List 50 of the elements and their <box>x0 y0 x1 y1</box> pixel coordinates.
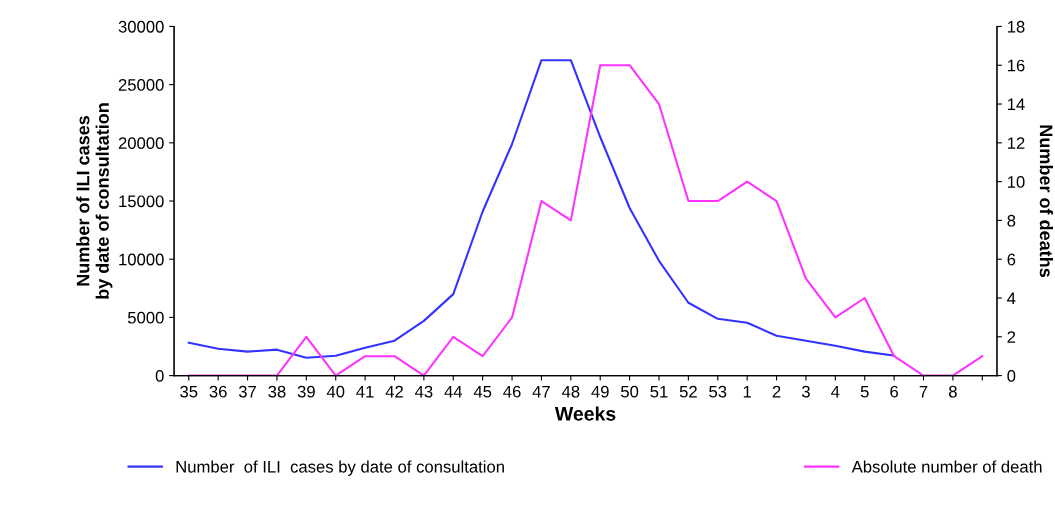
x-tick-label: 49 <box>591 385 609 398</box>
x-tick-label: 37 <box>238 385 256 398</box>
y2-tick-label: 0 <box>1007 369 1016 382</box>
y-tick-label: 15000 <box>119 195 164 208</box>
x-tick-label: 52 <box>679 385 697 398</box>
y2-tick-label: 18 <box>1007 20 1025 33</box>
x-tick-label: 45 <box>473 385 492 398</box>
x-tick-label: 6 <box>890 385 899 398</box>
x-tick-label: 43 <box>415 385 433 398</box>
y-tick-label: 10000 <box>119 253 164 266</box>
x-tick-label: 35 <box>180 385 198 398</box>
y2-tick-label: 8 <box>1007 214 1016 227</box>
x-tick-label: 3 <box>801 385 810 398</box>
x-tick-label: 51 <box>650 385 668 398</box>
x-tick-label: 5 <box>860 385 869 398</box>
x-tick-label: 4 <box>831 385 840 398</box>
legend-label: Number of ILI cases by date of consultation <box>176 460 504 476</box>
y-tick-label: 25000 <box>118 79 164 91</box>
legend-label: Absolute number of death <box>851 460 1042 473</box>
x-tick-label: 38 <box>268 385 286 398</box>
x-tick-label: 46 <box>503 385 521 398</box>
y2-tick-label: 12 <box>1007 137 1025 149</box>
x-tick-label: 7 <box>919 385 928 398</box>
y2-axis-title: Number of deaths <box>1039 125 1054 278</box>
x-tick-label: 40 <box>326 385 345 398</box>
y2-tick-label: 2 <box>1007 331 1016 343</box>
x-tick-label: 2 <box>772 385 781 398</box>
y-axis-title: Number of ILI cases by date of consultation <box>76 103 113 299</box>
x-tick-label: 8 <box>948 385 957 398</box>
y2-tick-label: 4 <box>1007 292 1016 305</box>
y2-tick-label: 10 <box>1007 176 1025 188</box>
x-axis-title: Weeks <box>554 406 616 421</box>
y2-tick-label: 6 <box>1007 253 1016 266</box>
line-series <box>187 59 896 359</box>
y-tick-label: 20000 <box>118 137 164 150</box>
y-tick-label: 30000 <box>118 20 164 33</box>
y-tick-label: 5000 <box>127 311 164 324</box>
y-tick-label: 0 <box>155 369 164 382</box>
x-tick-label: 50 <box>621 385 639 398</box>
x-tick-label: 41 <box>356 385 374 398</box>
x-tick-label: 47 <box>532 385 550 398</box>
y2-tick-label: 16 <box>1007 59 1025 72</box>
x-tick-label: 36 <box>209 385 227 398</box>
x-tick-label: 1 <box>743 385 751 398</box>
x-tick-label: 53 <box>709 385 727 398</box>
y2-tick-label: 14 <box>1007 98 1025 111</box>
x-tick-label: 48 <box>561 385 580 398</box>
x-tick-label: 42 <box>385 385 403 398</box>
x-tick-label: 39 <box>297 385 315 398</box>
x-tick-label: 44 <box>444 385 463 398</box>
